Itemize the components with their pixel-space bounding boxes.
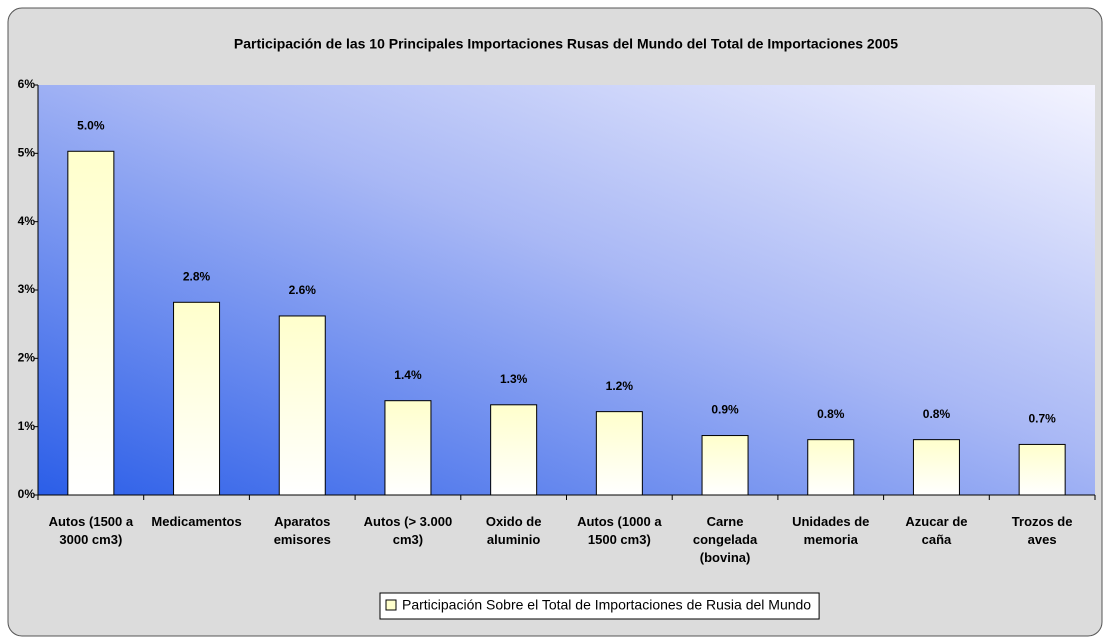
data-label: 0.8% [817, 407, 845, 421]
data-label: 5.0% [77, 118, 105, 132]
y-tick-label: 3% [18, 282, 36, 296]
bar [384, 400, 432, 496]
x-tick-label: Medicamentos [151, 514, 242, 529]
x-tick-label: Autos (1000 a 1500 cm3) [577, 514, 662, 547]
data-label: 1.2% [606, 379, 634, 393]
data-label: 0.9% [711, 403, 739, 417]
x-tick-label: Oxido de aluminio [485, 514, 542, 547]
legend-box [379, 592, 820, 620]
y-tick-label: 6% [18, 77, 36, 91]
x-tick-label: Autos (1500 a 3000 cm3) [48, 514, 134, 547]
bar [1018, 443, 1066, 496]
x-tick-label: Azucar de caña [905, 514, 968, 547]
bar [807, 439, 855, 496]
bar [912, 439, 960, 496]
x-tick-label: Autos (> 3.000 cm3) [363, 514, 453, 547]
x-tick-label: Aparatos emisores [273, 514, 331, 547]
data-label: 1.3% [500, 372, 528, 386]
data-label: 2.6% [289, 283, 317, 297]
bar [278, 315, 326, 496]
y-tick-label: 0% [18, 487, 36, 501]
x-tick-label: Trozos de aves [1011, 514, 1073, 547]
y-tick-label: 4% [18, 214, 36, 228]
bar [173, 301, 221, 496]
data-label: 2.8% [183, 269, 211, 283]
legend-label: Participación Sobre el Total de Importac… [402, 597, 811, 613]
y-tick-label: 5% [18, 146, 36, 160]
legend-marker [385, 599, 397, 611]
bar [701, 435, 749, 496]
data-label: 0.7% [1028, 412, 1056, 426]
x-tick-label: Unidades de memoria [792, 514, 870, 547]
data-label: 1.4% [394, 368, 422, 382]
y-tick-label: 1% [18, 419, 36, 433]
bar [67, 150, 115, 496]
x-tick-label: Carne congelada (bovina) [692, 514, 758, 565]
bar [490, 404, 538, 496]
y-tick-label: 2% [18, 351, 36, 365]
data-label: 0.8% [923, 407, 951, 421]
chart-title: Participación de las 10 Principales Impo… [234, 36, 898, 52]
bar [595, 411, 643, 496]
